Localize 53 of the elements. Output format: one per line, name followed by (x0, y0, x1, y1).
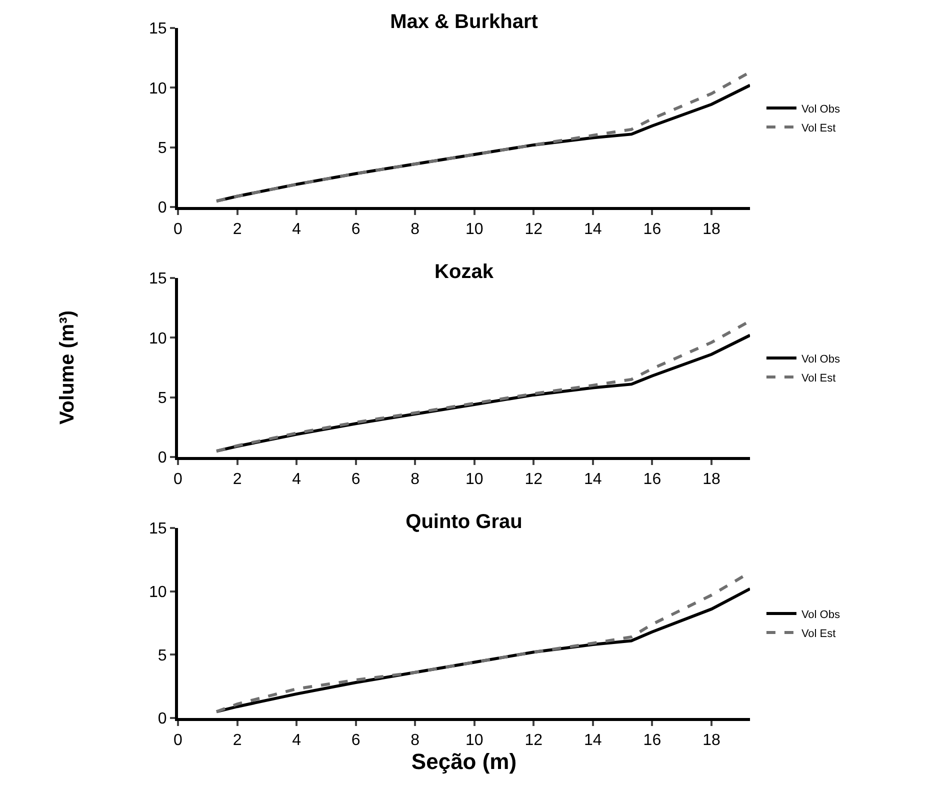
x-tick-label: 0 (174, 732, 183, 750)
y-axis-title: Volume (m³) (56, 310, 79, 425)
y-tick-label: 5 (158, 390, 167, 407)
y-tick-label: 5 (158, 140, 167, 157)
x-tick-label: 6 (351, 221, 360, 238)
x-tick-label: 14 (584, 471, 602, 488)
x-tick-label: 10 (465, 732, 484, 750)
x-tick-label: 8 (410, 471, 420, 488)
x-tick-label: 2 (232, 471, 242, 488)
legend-label: Vol Obs (801, 103, 840, 116)
x-tick-label: 12 (524, 221, 543, 238)
chart-title: Kozak (434, 261, 494, 283)
x-tick-label: 8 (410, 732, 420, 750)
x-tick-label: 12 (524, 732, 543, 750)
x-tick-label: 0 (174, 221, 183, 238)
x-tick-label: 18 (702, 471, 720, 488)
y-tick-label: 15 (149, 520, 167, 538)
x-tick-label: 14 (584, 221, 602, 238)
x-tick-label: 18 (702, 221, 720, 238)
y-tick-label: 10 (149, 80, 167, 98)
x-tick-label: 16 (643, 221, 662, 238)
y-tick-label: 5 (158, 647, 167, 664)
x-tick-label: 8 (410, 221, 420, 238)
y-tick-label: 0 (158, 450, 167, 467)
x-axis-title: Seção (m) (411, 749, 517, 774)
y-tick-label: 0 (158, 200, 167, 217)
x-tick-label: 0 (174, 471, 183, 488)
x-tick-label: 6 (351, 732, 360, 750)
x-tick-label: 6 (351, 471, 360, 488)
legend-label: Vol Est (801, 372, 836, 384)
chart-title: Quinto Grau (406, 511, 522, 533)
x-tick-label: 4 (292, 471, 302, 488)
x-tick-label: 10 (465, 471, 484, 488)
y-tick-label: 10 (149, 584, 167, 601)
x-tick-label: 2 (232, 221, 242, 238)
x-tick-label: 2 (232, 732, 242, 750)
x-tick-label: 16 (643, 732, 662, 750)
x-tick-label: 14 (584, 732, 602, 750)
chart-title: Max & Burkhart (390, 11, 538, 33)
legend-label: Vol Est (801, 628, 836, 640)
legend-label: Vol Obs (801, 608, 840, 621)
x-tick-label: 12 (524, 471, 543, 488)
legend-label: Vol Obs (801, 353, 840, 366)
legend-label: Vol Est (801, 122, 836, 134)
y-tick-label: 0 (158, 710, 167, 728)
y-tick-label: 10 (149, 330, 167, 348)
x-tick-label: 16 (643, 471, 662, 488)
y-tick-label: 15 (149, 270, 167, 288)
x-tick-label: 4 (292, 221, 302, 238)
x-tick-label: 10 (465, 221, 484, 238)
y-tick-label: 15 (149, 20, 167, 38)
x-tick-label: 18 (702, 732, 720, 750)
x-tick-label: 4 (292, 732, 302, 750)
